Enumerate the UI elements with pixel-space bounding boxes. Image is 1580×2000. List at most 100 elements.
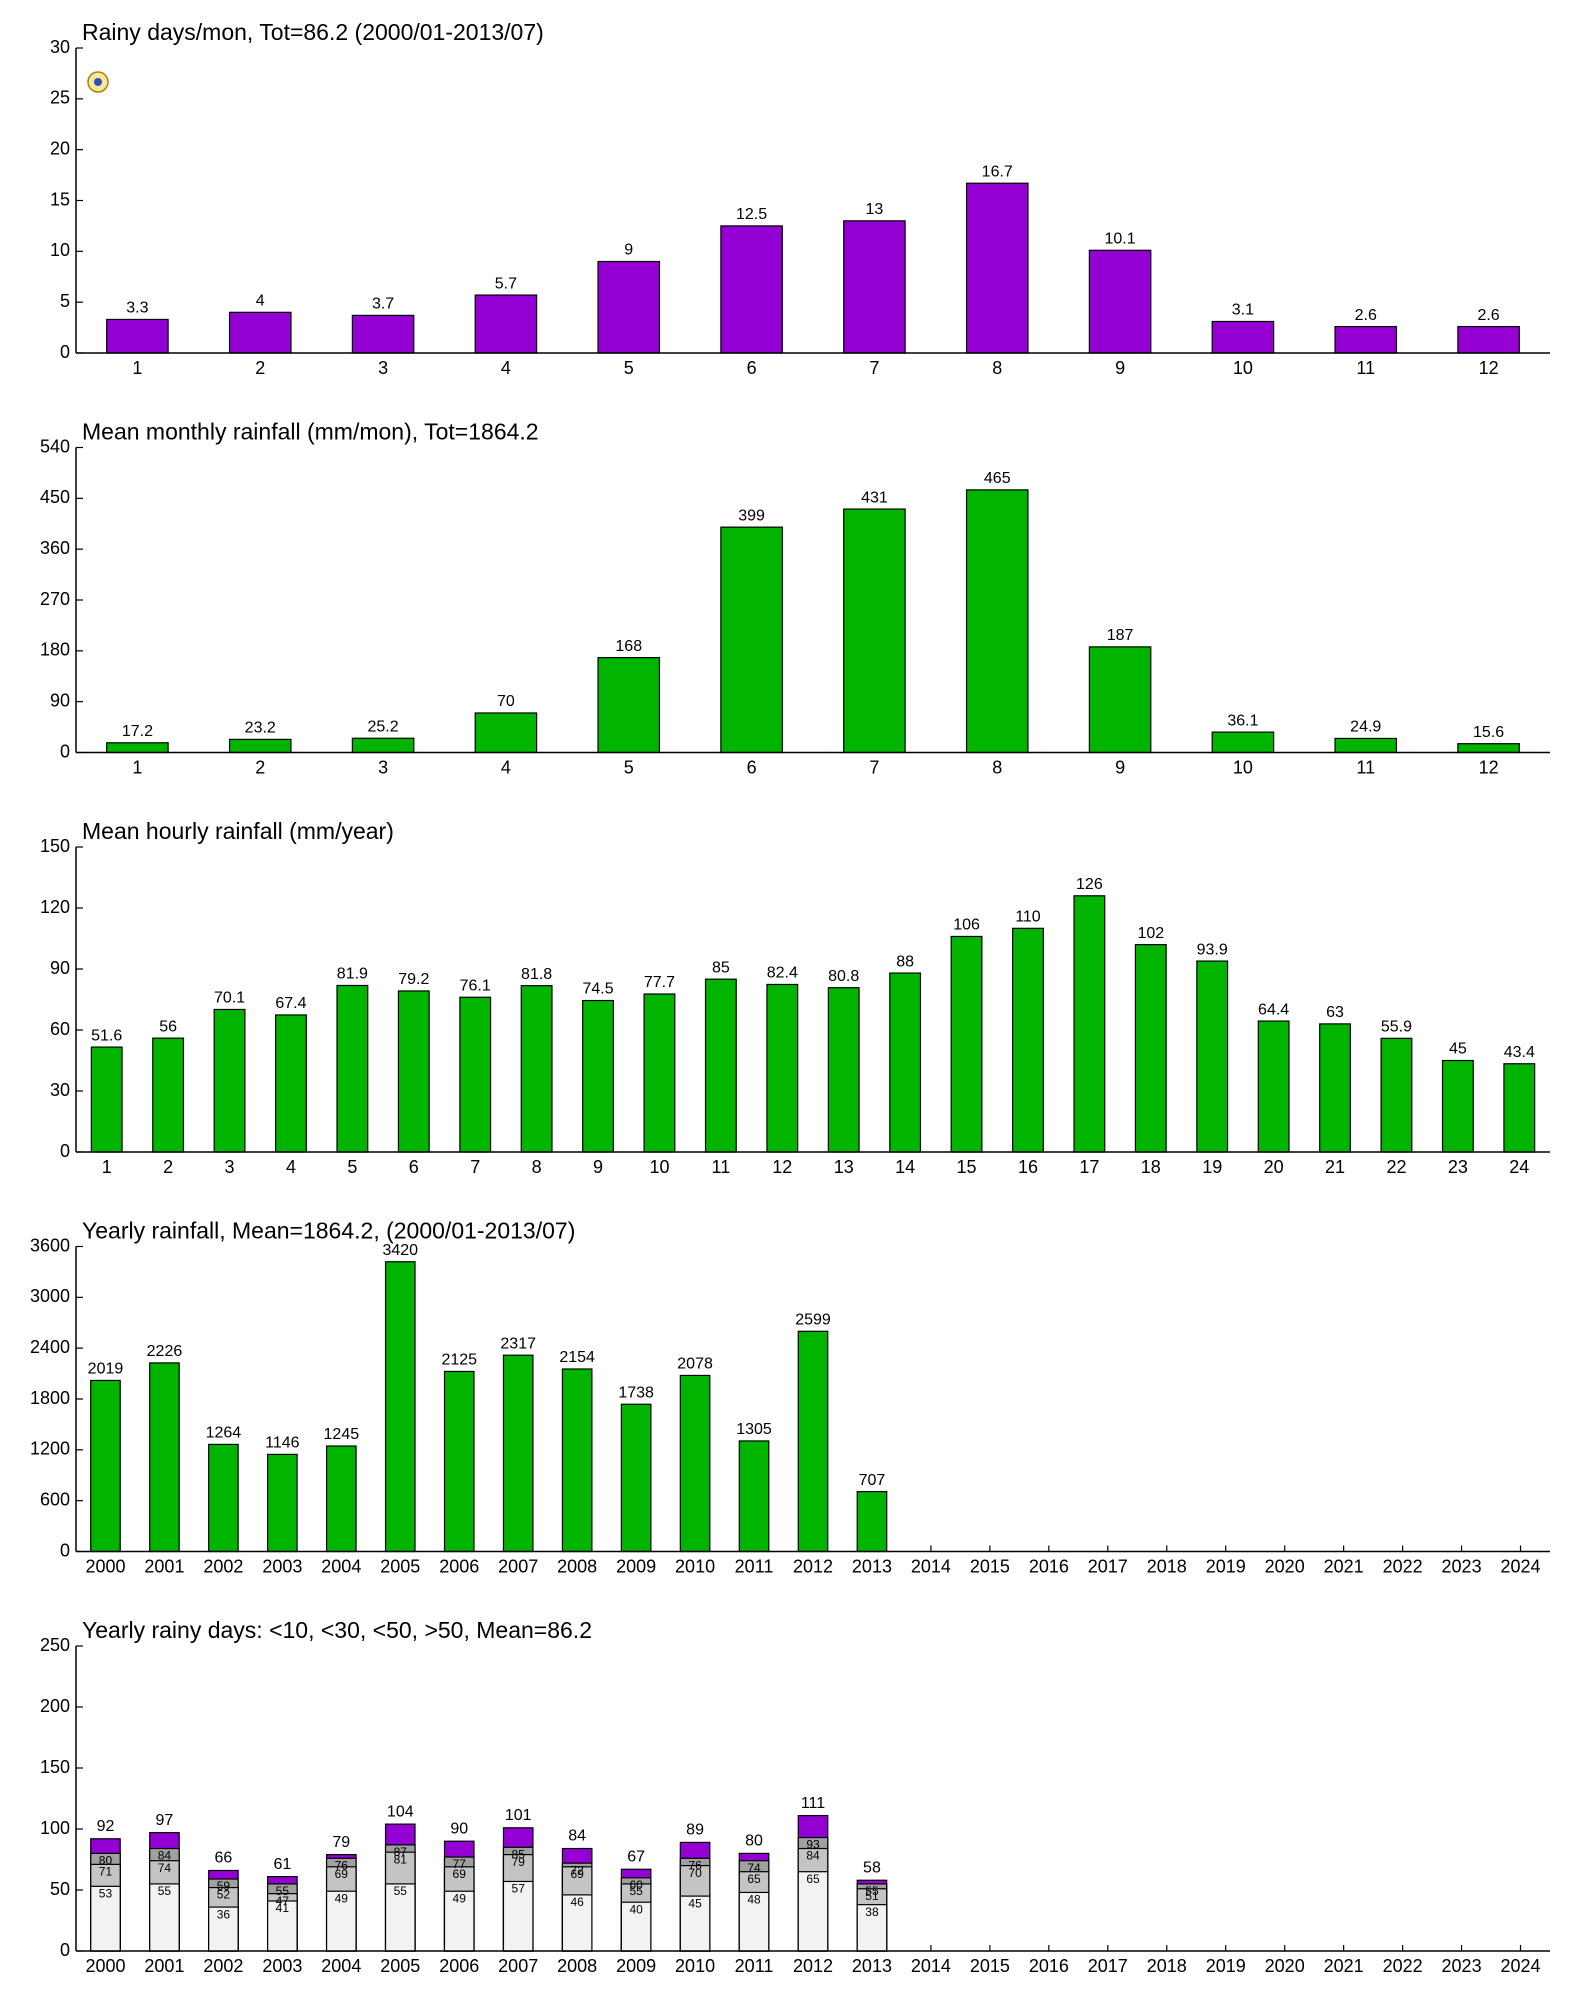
data-label: 2599 — [795, 1312, 831, 1329]
x-tick-label: 15 — [957, 1157, 977, 1177]
data-label: 23.2 — [245, 720, 276, 737]
data-label: 66 — [215, 1850, 233, 1867]
bar — [397, 990, 430, 1153]
x-tick-label: 4 — [286, 1157, 296, 1177]
x-tick-label: 2009 — [616, 1556, 656, 1576]
segment-label: 38 — [865, 1905, 879, 1919]
data-label: 2125 — [441, 1352, 477, 1369]
x-tick-label: 2008 — [557, 1956, 597, 1976]
bar — [1441, 1059, 1474, 1153]
x-tick-label: 2003 — [262, 1556, 302, 1576]
x-tick-label: 16 — [1018, 1157, 1038, 1177]
bar — [152, 1037, 185, 1153]
x-tick-label: 24 — [1509, 1157, 1529, 1177]
bar — [797, 1871, 829, 1952]
x-tick-label: 11 — [1356, 757, 1375, 777]
bar — [889, 972, 922, 1153]
bar — [267, 1453, 298, 1553]
x-tick-label: 10 — [649, 1157, 669, 1177]
data-label: 2154 — [559, 1349, 595, 1366]
data-label: 89 — [686, 1822, 704, 1839]
chart-title: Yearly rainy days: <10, <30, <50, >50, M… — [82, 1617, 592, 1643]
bar — [228, 311, 292, 354]
bar — [766, 983, 799, 1153]
segment-label: 55 — [158, 1884, 172, 1898]
bar — [1088, 646, 1152, 754]
x-tick-label: 2015 — [970, 1556, 1010, 1576]
data-label: 43.4 — [1504, 1044, 1535, 1061]
y-tick-label: 0 — [60, 342, 70, 362]
chart-title: Mean monthly rainfall (mm/mon), Tot=1864… — [82, 419, 539, 445]
x-tick-label: 2012 — [793, 1956, 833, 1976]
segment-label: 55 — [629, 1884, 643, 1898]
data-label: 126 — [1076, 876, 1103, 893]
x-tick-label: 2002 — [203, 1956, 243, 1976]
data-label: 76.1 — [460, 977, 491, 994]
segment-label: 80 — [99, 1854, 113, 1868]
y-tick-label: 5 — [60, 291, 70, 311]
x-tick-label: 10 — [1233, 358, 1253, 378]
bar — [1088, 249, 1152, 354]
bar — [1334, 325, 1398, 354]
x-tick-label: 1 — [132, 358, 142, 378]
bar — [149, 1362, 180, 1553]
y-tick-label: 120 — [40, 897, 70, 917]
segment-label: 55 — [276, 1884, 290, 1898]
x-tick-label: 21 — [1325, 1157, 1345, 1177]
segment-label: 47 — [276, 1894, 290, 1908]
bar — [856, 1491, 888, 1553]
x-tick-label: 2003 — [262, 1956, 302, 1976]
x-tick-label: 2020 — [1265, 1556, 1305, 1576]
data-label: 79 — [332, 1834, 350, 1851]
data-label: 1738 — [618, 1384, 654, 1401]
y-tick-label: 3600 — [30, 1235, 70, 1255]
x-tick-label: 2023 — [1442, 1956, 1482, 1976]
y-tick-label: 2400 — [30, 1337, 70, 1357]
bar — [720, 225, 783, 354]
segment-label: 77 — [453, 1857, 467, 1871]
data-label: 24.9 — [1350, 719, 1381, 736]
chart-title: Rainy days/mon, Tot=86.2 (2000/01-2013/0… — [82, 19, 544, 45]
y-tick-label: 1800 — [30, 1388, 70, 1408]
bar — [502, 1354, 534, 1553]
bar — [474, 712, 538, 754]
bar — [643, 993, 676, 1153]
data-label: 45 — [1449, 1041, 1467, 1058]
x-tick-label: 2016 — [1029, 1956, 1069, 1976]
y-tick-label: 30 — [50, 1080, 70, 1100]
y-tick-label: 540 — [40, 436, 70, 456]
x-tick-label: 14 — [895, 1157, 915, 1177]
segment-label: 93 — [806, 1838, 820, 1852]
x-tick-label: 8 — [532, 1157, 542, 1177]
segment-label: 85 — [512, 1847, 526, 1861]
bar — [1334, 737, 1398, 754]
data-label: 2317 — [500, 1335, 536, 1352]
bar — [597, 260, 661, 354]
segment-label: 36 — [217, 1907, 231, 1921]
segment-label: 49 — [335, 1891, 349, 1905]
bar — [1457, 325, 1520, 354]
data-label: 110 — [1015, 909, 1041, 926]
x-tick-label: 1 — [132, 757, 142, 777]
bar — [679, 1374, 711, 1553]
segment-label: 65 — [806, 1872, 820, 1886]
data-label: 16.7 — [982, 163, 1013, 180]
segment-label: 55 — [865, 1884, 879, 1898]
data-label: 58 — [863, 1859, 881, 1876]
x-tick-label: 2016 — [1029, 1556, 1069, 1576]
data-label: 67 — [627, 1848, 645, 1865]
x-tick-label: 13 — [834, 1157, 854, 1177]
x-tick-label: 2014 — [911, 1556, 951, 1576]
y-tick-label: 200 — [40, 1696, 70, 1716]
y-tick-label: 15 — [50, 189, 70, 209]
bar — [275, 1014, 307, 1153]
data-label: 2019 — [88, 1361, 124, 1378]
bar — [443, 1890, 475, 1952]
segment-label: 84 — [158, 1849, 172, 1863]
x-tick-label: 12 — [1479, 757, 1499, 777]
bar — [228, 738, 292, 754]
bar — [720, 526, 783, 754]
x-tick-label: 2022 — [1383, 1956, 1423, 1976]
logo — [87, 71, 109, 93]
bar — [106, 742, 169, 754]
